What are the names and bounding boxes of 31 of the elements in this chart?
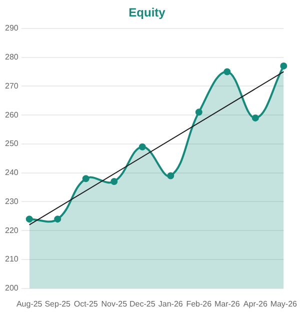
- y-tick-label: 250: [4, 139, 19, 148]
- point: [195, 108, 202, 116]
- point: [138, 143, 146, 150]
- point: [26, 216, 33, 223]
- y-tick-label: 230: [4, 196, 19, 206]
- x-tick-label: Jan-26: [158, 299, 184, 308]
- x-tick-label: Aug-25: [16, 299, 43, 308]
- point: [54, 216, 62, 223]
- y-tick-label: 290: [4, 24, 19, 33]
- point: [224, 68, 231, 76]
- y-tick-label: 210: [4, 254, 19, 264]
- x-tick-label: Sep-25: [44, 299, 72, 308]
- x-tick-label: Feb-26: [186, 299, 212, 308]
- y-tick-label: 220: [4, 226, 19, 235]
- x-tick-label: Nov-25: [101, 299, 128, 308]
- x-tick-label: Apr-26: [243, 299, 268, 308]
- point: [280, 62, 288, 70]
- y-tick-label: 280: [4, 52, 19, 62]
- x-tick-label: Dec-25: [129, 299, 156, 308]
- chart-title: Equity: [128, 6, 166, 20]
- point: [110, 178, 118, 186]
- x-tick-label: May-26: [270, 299, 298, 308]
- point: [82, 175, 90, 182]
- x-tick-label: Oct-25: [74, 299, 98, 308]
- y-tick-label: 200: [4, 284, 19, 293]
- point: [167, 172, 174, 180]
- x-tick-label: Mar-26: [214, 299, 240, 308]
- point: [252, 114, 259, 122]
- y-tick-label: 270: [4, 81, 19, 90]
- y-tick-label: 240: [4, 168, 19, 178]
- y-tick-label: 260: [4, 110, 19, 120]
